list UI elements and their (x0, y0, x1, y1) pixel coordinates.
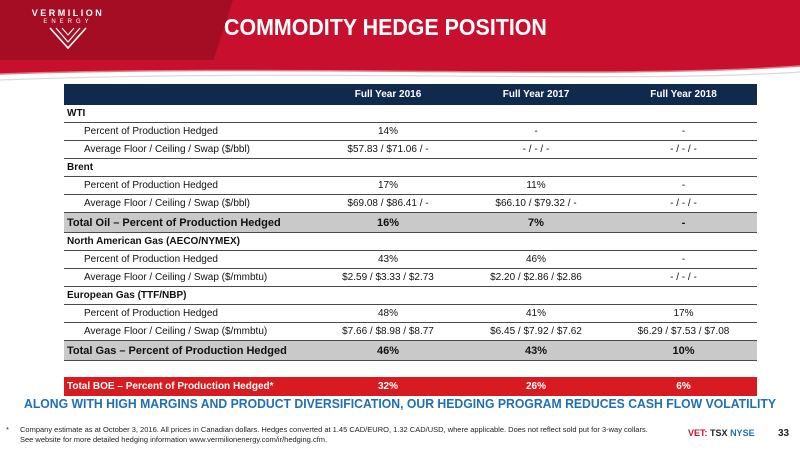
cell: - (610, 250, 757, 269)
table-row: Percent of Production Hedged 17% 11% - (64, 176, 757, 195)
cell: 16% (314, 212, 462, 233)
cell: 41% (462, 304, 610, 323)
cell: 7% (462, 212, 610, 233)
table-header-row: Full Year 2016 Full Year 2017 Full Year … (64, 84, 757, 105)
row-label: Total Oil – Percent of Production Hedged (64, 212, 314, 233)
cell: 17% (610, 304, 757, 323)
section-na-gas: North American Gas (AECO/NYMEX) (64, 232, 757, 251)
cell: 11% (462, 176, 610, 195)
row-label: Average Floor / Ceiling / Swap ($/bbl) (64, 194, 314, 213)
cell: 43% (462, 340, 610, 361)
cell: - (610, 176, 757, 195)
section-eu-gas: European Gas (TTF/NBP) (64, 286, 757, 305)
cell: - / - / - (610, 268, 757, 287)
cell: $2.59 / $3.33 / $2.73 (314, 268, 462, 287)
header-blank (64, 84, 314, 105)
total-boe-row: Total BOE – Percent of Production Hedged… (64, 377, 757, 396)
cell: 46% (314, 340, 462, 361)
row-label: Average Floor / Ceiling / Swap ($/mmbtu) (64, 322, 314, 341)
cell: $6.45 / $7.92 / $7.62 (462, 322, 610, 341)
cell: 26% (462, 377, 610, 396)
section-label: Brent (64, 158, 314, 177)
cell: 17% (314, 176, 462, 195)
cell: - (462, 122, 610, 141)
row-label: Total Gas – Percent of Production Hedged (64, 340, 314, 361)
cell: $7.66 / $8.98 / $8.77 (314, 322, 462, 341)
header-wave (0, 60, 800, 81)
footnote-line-2: See website for more detailed hedging in… (20, 435, 328, 444)
spacer-row (64, 361, 757, 378)
logo-sub: ENERGY (43, 19, 93, 25)
cell: 10% (610, 340, 757, 361)
ticker-vet: VET: (688, 428, 708, 438)
row-label: Percent of Production Hedged (64, 176, 314, 195)
total-oil-row: Total Oil – Percent of Production Hedged… (64, 212, 757, 233)
cell: - / - / - (462, 140, 610, 159)
hedge-table: Full Year 2016 Full Year 2017 Full Year … (64, 84, 757, 396)
tagline: ALONG WITH HIGH MARGINS AND PRODUCT DIVE… (24, 396, 776, 411)
footnote-line-1: Company estimate as at October 3, 2016. … (20, 425, 648, 434)
table-row: Percent of Production Hedged 43% 46% - (64, 250, 757, 269)
table-row: Average Floor / Ceiling / Swap ($/bbl) $… (64, 140, 757, 159)
cell: 32% (314, 377, 462, 396)
cell: - / - / - (610, 194, 757, 213)
cell: 43% (314, 250, 462, 269)
table-row: Percent of Production Hedged 14% - - (64, 122, 757, 141)
footnote-marker: * (6, 425, 9, 434)
logo-v-icon (49, 27, 87, 50)
cell: 48% (314, 304, 462, 323)
row-label: Percent of Production Hedged (64, 122, 314, 141)
section-brent: Brent (64, 158, 757, 177)
section-label: North American Gas (AECO/NYMEX) (64, 232, 314, 251)
logo-name: VERMILION (31, 8, 105, 18)
section-label: European Gas (TTF/NBP) (64, 286, 314, 305)
cell: $69.08 / $86.41 / - (314, 194, 462, 213)
row-label: Total BOE – Percent of Production Hedged… (64, 377, 314, 396)
page-number: 33 (778, 428, 790, 439)
section-wti: WTI (64, 105, 757, 123)
cell: $66.10 / $79.32 / - (462, 194, 610, 213)
table-row: Average Floor / Ceiling / Swap ($/mmbtu)… (64, 322, 757, 341)
footnote: * Company estimate as at October 3, 2016… (6, 425, 648, 445)
cell: $2.20 / $2.86 / $2.86 (462, 268, 610, 287)
table-row: Average Floor / Ceiling / Swap ($/mmbtu)… (64, 268, 757, 287)
cell: 46% (462, 250, 610, 269)
table-row: Percent of Production Hedged 48% 41% 17% (64, 304, 757, 323)
company-logo: VERMILION ENERGY (18, 6, 118, 54)
page-title: COMMODITY HEDGE POSITION (224, 14, 547, 40)
table-row: Average Floor / Ceiling / Swap ($/bbl) $… (64, 194, 757, 213)
cell: 6% (610, 377, 757, 396)
col-header-2016: Full Year 2016 (314, 84, 462, 105)
cell: - (610, 122, 757, 141)
cell: - (610, 212, 757, 233)
section-label: WTI (64, 105, 314, 123)
cell: 14% (314, 122, 462, 141)
row-label: Average Floor / Ceiling / Swap ($/bbl) (64, 140, 314, 159)
row-label: Percent of Production Hedged (64, 304, 314, 323)
cell: $57.83 / $71.06 / - (314, 140, 462, 159)
cell: - / - / - (610, 140, 757, 159)
ticker-nyse: NYSE (730, 428, 755, 438)
row-label: Average Floor / Ceiling / Swap ($/mmbtu) (64, 268, 314, 287)
ticker-tsx: TSX (710, 428, 728, 438)
stock-tickers: VET: TSX NYSE (688, 428, 755, 438)
cell: $6.29 / $7.53 / $7.08 (610, 322, 757, 341)
total-gas-row: Total Gas – Percent of Production Hedged… (64, 340, 757, 361)
col-header-2018: Full Year 2018 (610, 84, 757, 105)
row-label: Percent of Production Hedged (64, 250, 314, 269)
col-header-2017: Full Year 2017 (462, 84, 610, 105)
header-bar: VERMILION ENERGY COMMODITY HEDGE POSITIO… (0, 0, 800, 60)
